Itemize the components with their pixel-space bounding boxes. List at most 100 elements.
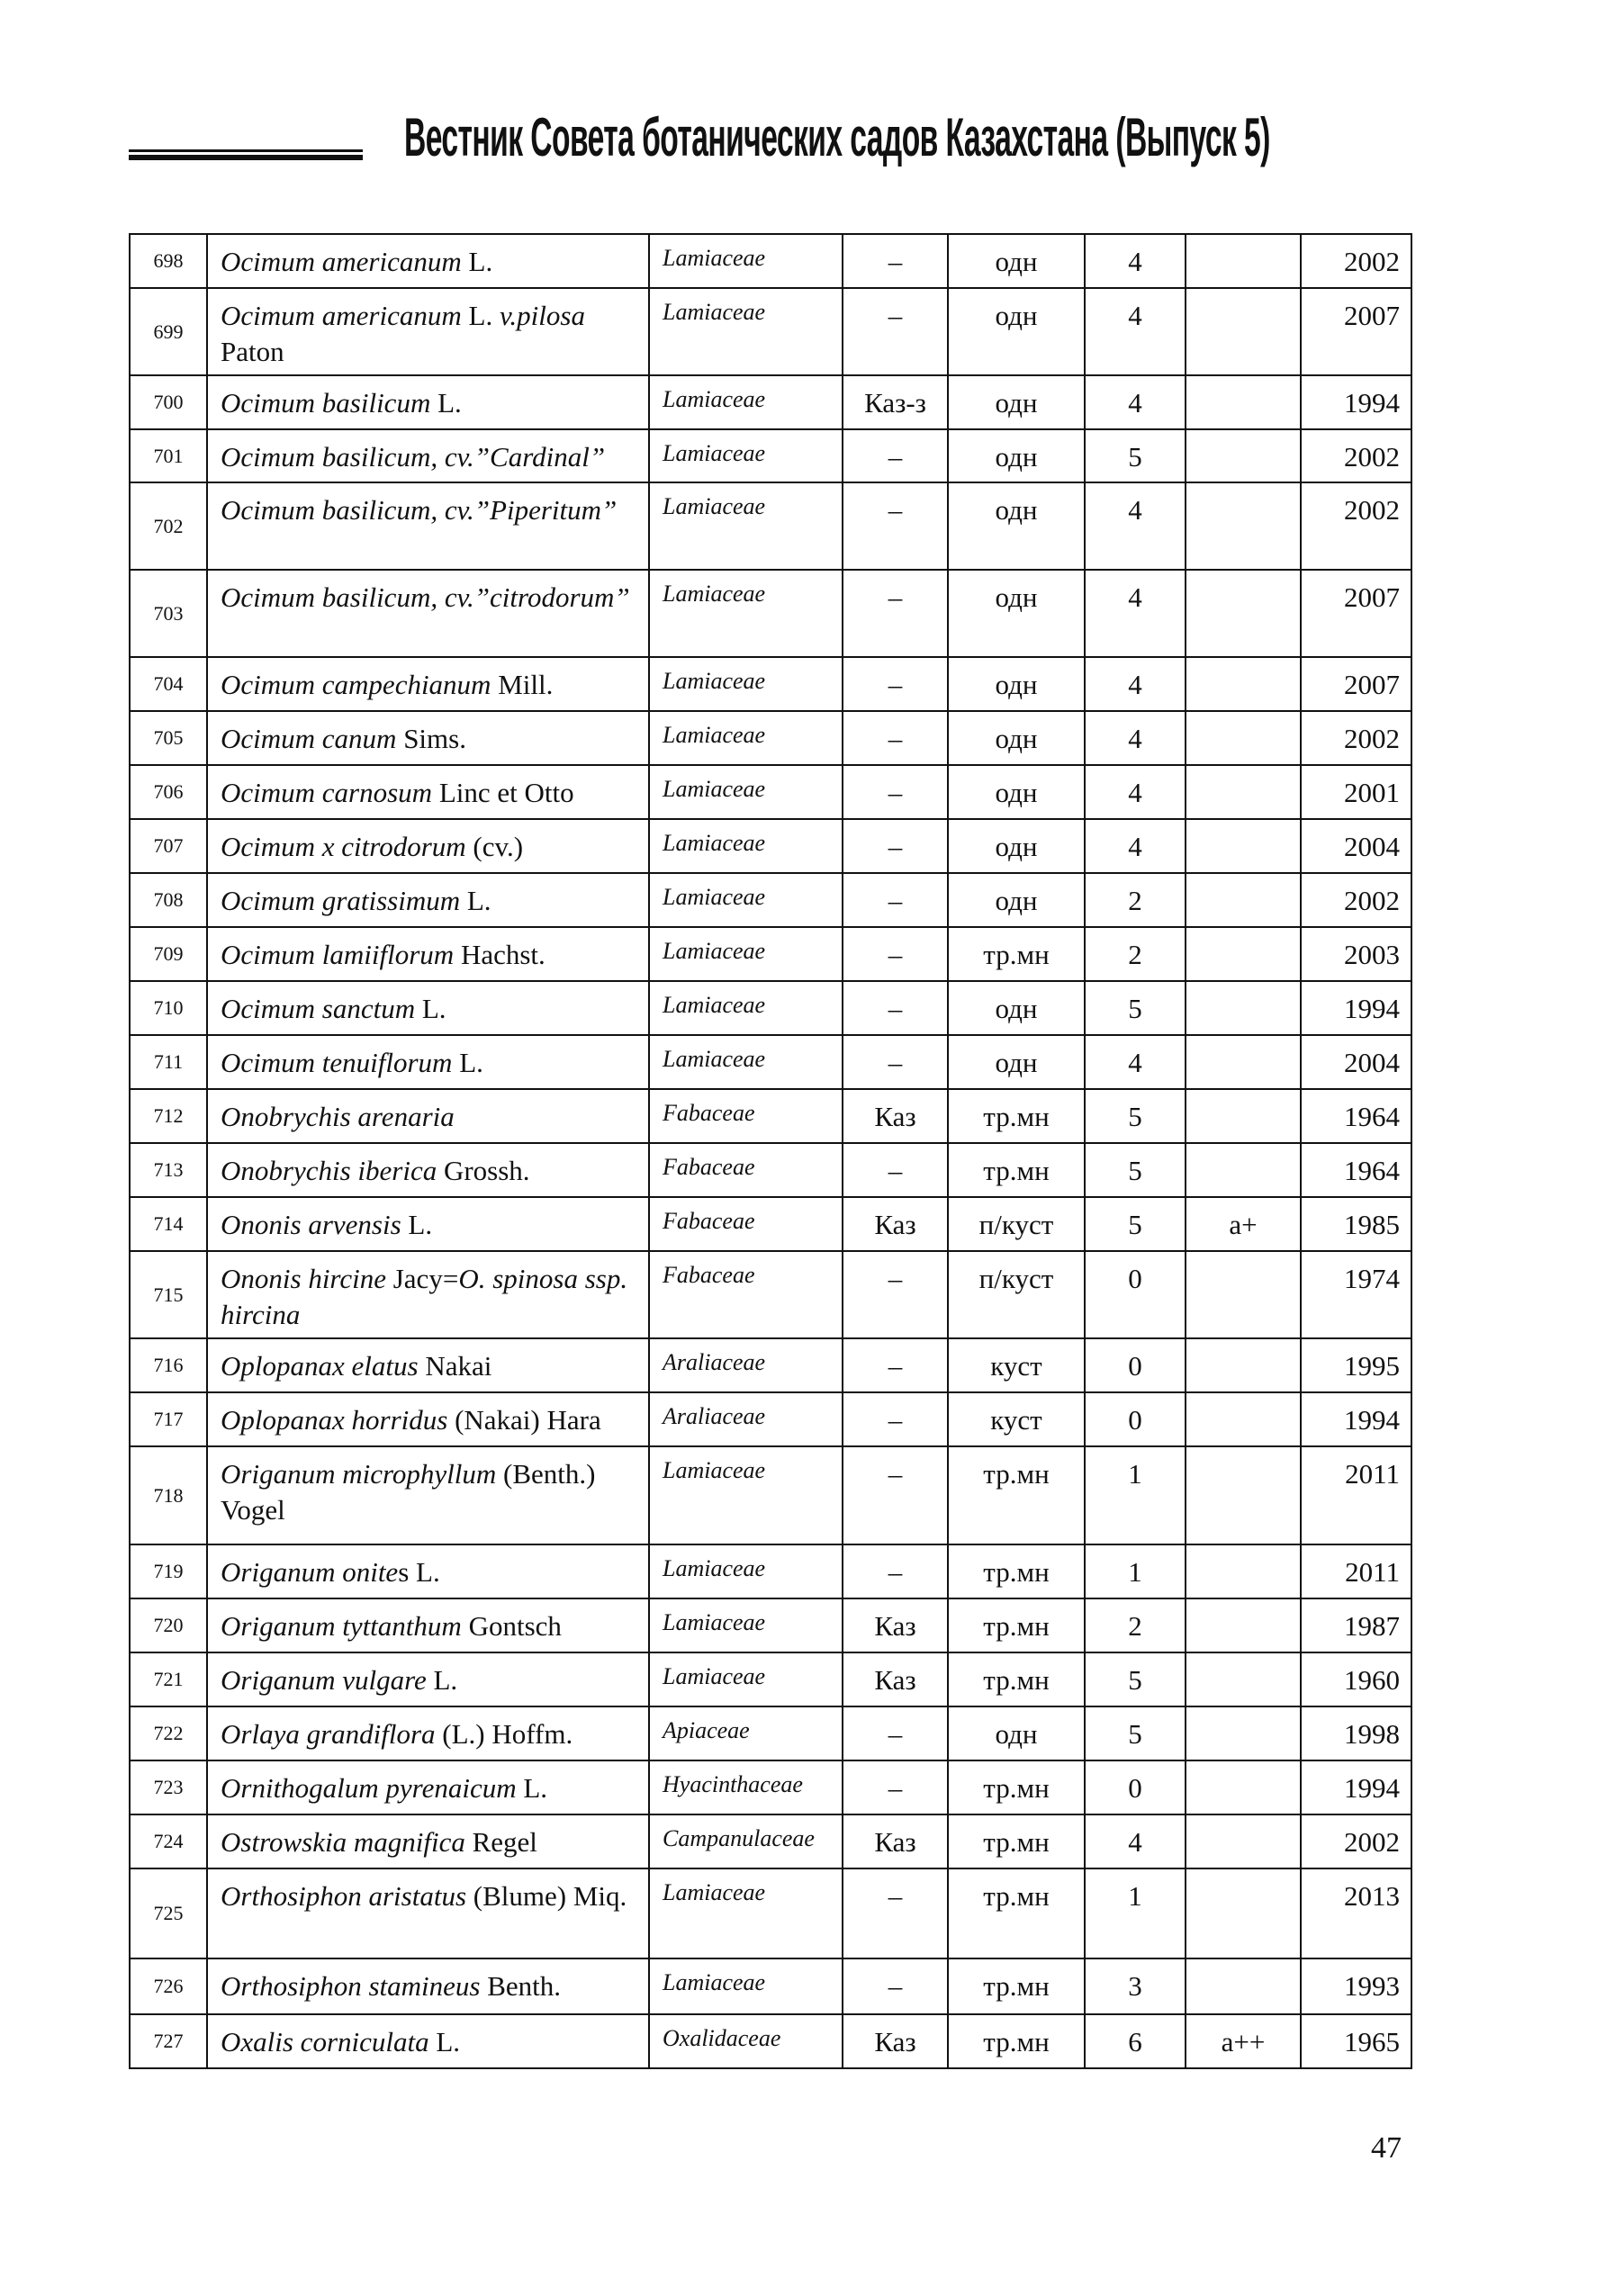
row-number: 716 (129, 1337, 208, 1393)
species-name-italic: Oplopanax horridus (221, 1404, 448, 1436)
family: Apiaceae (648, 1706, 843, 1761)
life-form: п/куст (947, 1250, 1086, 1339)
score: 0 (1084, 1391, 1186, 1447)
table-row: 721 Origanum vulgare L. Lamiaceae Каз тр.мн 5… (129, 1652, 1412, 1707)
score: 0 (1084, 1337, 1186, 1393)
life-form: тр.мн (947, 1544, 1086, 1599)
species-name-italic: Ocimum americanum (221, 300, 462, 331)
score: 2 (1084, 872, 1186, 928)
life-form: тр.мн (947, 1652, 1086, 1707)
row-number: 726 (129, 1958, 208, 2015)
header-rule-thin (129, 149, 363, 152)
status: Каз (842, 1196, 949, 1252)
species-name-italic: Onobrychis iberica (221, 1155, 437, 1186)
species-name-author: Linc et Otto (432, 777, 574, 808)
life-form: тр.мн (947, 2013, 1086, 2069)
table-row: 714 Ononis arvensis L. Fabaceae Каз п/куст 5 a… (129, 1196, 1412, 1252)
status: – (842, 287, 949, 376)
table-row: 699 Ocimum americanum L. v.pilosa Paton La… (129, 287, 1412, 376)
life-form: тр.мн (947, 1445, 1086, 1545)
family: Lamiaceae (648, 872, 843, 928)
year: 1994 (1300, 1391, 1412, 1447)
year: 2001 (1300, 764, 1412, 820)
status: – (842, 1142, 949, 1198)
mark (1185, 980, 1302, 1036)
species-name-author: L. (460, 885, 491, 916)
row-number: 713 (129, 1142, 208, 1198)
species-name-author: Jacy= (385, 1263, 459, 1294)
species-name-italic: Ocimum basilicum, cv.”Piperitum” (221, 494, 618, 526)
status: – (842, 1034, 949, 1090)
family: Fabaceae (648, 1196, 843, 1252)
table-row: 700 Ocimum basilicum L. Lamiaceae Каз-з одн 4… (129, 374, 1412, 430)
family: Campanulaceae (648, 1814, 843, 1869)
table-row: 702 Ocimum basilicum, cv.”Piperitum” Lamia… (129, 482, 1412, 571)
species-name-author: L. (401, 1209, 433, 1240)
page-number: 47 (1371, 2131, 1402, 2165)
species-name: Ocimum lamiiflorum Hachst. (206, 926, 650, 982)
row-number: 715 (129, 1250, 208, 1339)
species-name: Ostrowskia magnifica Regel (206, 1814, 650, 1869)
family: Fabaceae (648, 1088, 843, 1144)
row-number: 720 (129, 1598, 208, 1653)
table-row: 723 Ornithogalum pyrenaicum L. Hyacinthace… (129, 1760, 1412, 1815)
year: 2002 (1300, 710, 1412, 766)
mark (1185, 1958, 1302, 2015)
status: – (842, 1544, 949, 1599)
life-form: одн (947, 482, 1086, 571)
mark (1185, 872, 1302, 928)
year: 1960 (1300, 1652, 1412, 1707)
status: – (842, 656, 949, 712)
species-name: Orthosiphon stamineus Benth. (206, 1958, 650, 2015)
year: 2004 (1300, 1034, 1412, 1090)
year: 2002 (1300, 233, 1412, 289)
row-number: 699 (129, 287, 208, 376)
species-name: Ocimum basilicum, cv.”citrodorum” (206, 569, 650, 658)
mark (1185, 764, 1302, 820)
table-row: 727 Oxalis corniculata L. Oxalidaceae Каз тр… (129, 2013, 1412, 2069)
year: 1964 (1300, 1088, 1412, 1144)
year: 2002 (1300, 428, 1412, 483)
species-name-author: L. (426, 1664, 458, 1696)
species-name-author: s L. (398, 1556, 440, 1588)
table-row: 707 Ocimum x citrodorum (cv.) Lamiaceae – од… (129, 818, 1412, 874)
species-name-author: L. (415, 993, 446, 1024)
journal-title-text: Вестник Совета ботанических садов Казахс… (404, 107, 1270, 167)
species-name: Ocimum tenuiflorum L. (206, 1034, 650, 1090)
year: 2004 (1300, 818, 1412, 874)
row-number: 710 (129, 980, 208, 1036)
species-name-italic: Ocimum sanctum (221, 993, 416, 1024)
mark (1185, 1088, 1302, 1144)
mark (1185, 1760, 1302, 1815)
species-name: Orthosiphon aristatus (Blume) Miq. (206, 1868, 650, 1959)
status: – (842, 428, 949, 483)
header-rule-thick (129, 155, 363, 160)
species-name-italic: Ocimum americanum (221, 246, 462, 277)
score: 4 (1084, 710, 1186, 766)
family: Lamiaceae (648, 1445, 843, 1545)
mark (1185, 1337, 1302, 1393)
mark (1185, 482, 1302, 571)
status: – (842, 569, 949, 658)
mark (1185, 1544, 1302, 1599)
year: 1994 (1300, 1760, 1412, 1815)
row-number: 700 (129, 374, 208, 430)
score: 5 (1084, 1706, 1186, 1761)
species-name: Ocimum basilicum L. (206, 374, 650, 430)
species-name-italic: Ocimum canum (221, 723, 397, 754)
life-form: одн (947, 428, 1086, 483)
score: 0 (1084, 1250, 1186, 1339)
life-form: одн (947, 872, 1086, 928)
status: – (842, 764, 949, 820)
mark (1185, 233, 1302, 289)
mark: a++ (1185, 2013, 1302, 2069)
species-name-author: (Benth.) Vogel (221, 1458, 596, 1526)
life-form: одн (947, 764, 1086, 820)
year: 2002 (1300, 872, 1412, 928)
species-name-italic: Ononis arvensis (221, 1209, 401, 1240)
family: Lamiaceae (648, 374, 843, 430)
species-name-author: (cv.) (465, 831, 524, 862)
species-name-author: L. (428, 2026, 461, 2057)
life-form: куст (947, 1391, 1086, 1447)
species-name-italic: Orthosiphon stamineus (221, 1970, 481, 2002)
